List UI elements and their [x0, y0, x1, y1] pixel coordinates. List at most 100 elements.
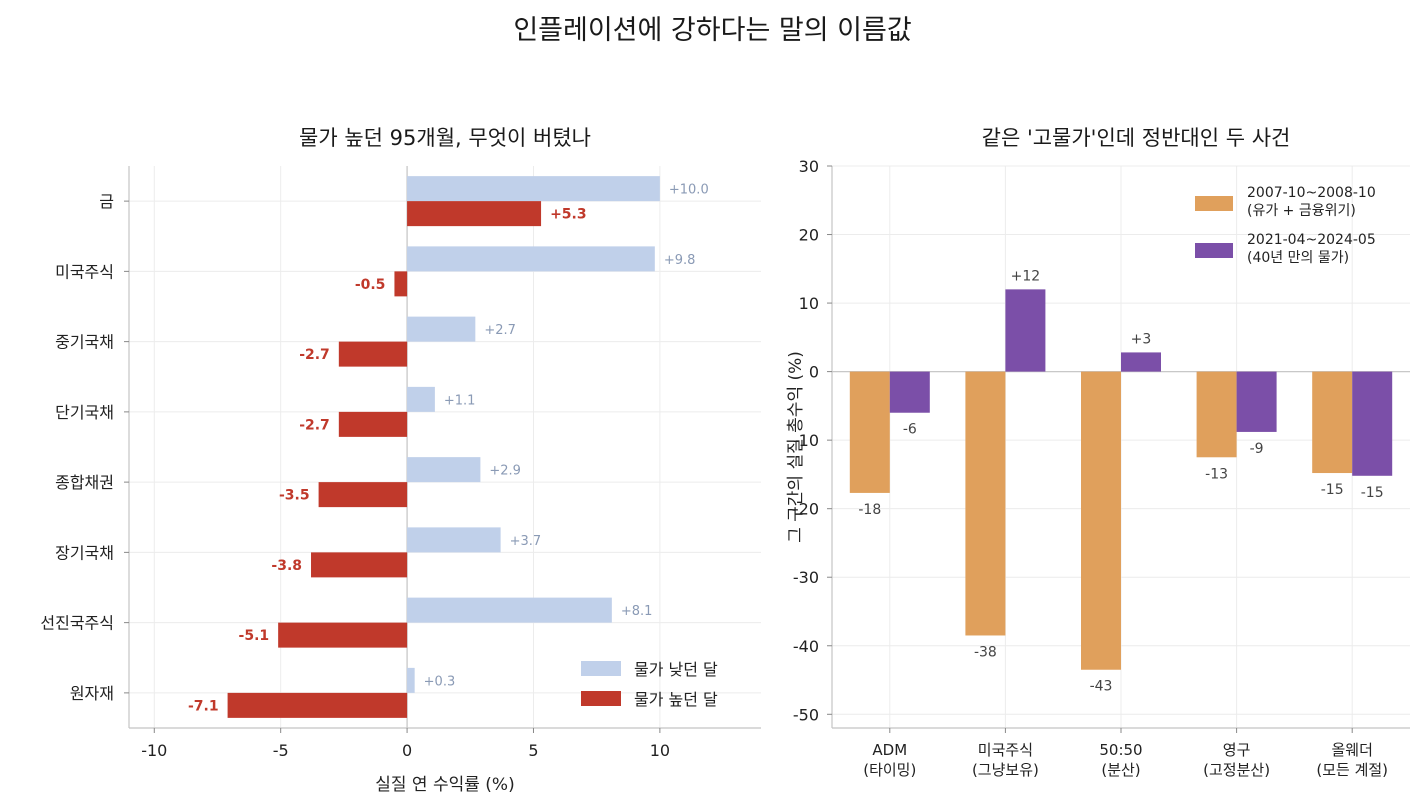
right-y-tick-label: 0 — [809, 363, 819, 382]
bar-period-2021 — [1352, 371, 1393, 476]
right-legend: 2007-10~2008-10 (유가 + 금융위기) 2021-04~2024-0… — [1195, 185, 1376, 266]
left-legend: 물가 낮던 달물가 높던 달 — [581, 660, 718, 709]
bar-label-low-inflation: +2.7 — [484, 323, 516, 338]
bar-label-period-2007: -43 — [1090, 679, 1113, 695]
bar-label-high-inflation: -2.7 — [299, 417, 330, 433]
legend-swatch-low-inflation — [581, 661, 621, 676]
right-x-tick-sublabel: (고정분산) — [1203, 761, 1270, 779]
bar-label-period-2007: -13 — [1205, 466, 1228, 482]
bar-label-period-2021: +3 — [1131, 331, 1152, 347]
bar-period-2021 — [889, 371, 930, 413]
legend-label-period-2021: 2021-04~2024-05 — [1247, 232, 1376, 248]
bar-period-2007 — [1196, 371, 1237, 458]
right-y-tick-label: -20 — [793, 500, 819, 519]
legend-swatch-period-2021 — [1195, 243, 1233, 258]
left-x-axis-label: 실질 연 수익률 (%) — [375, 775, 514, 795]
bar-label-period-2007: -15 — [1321, 482, 1344, 498]
right-chart: 같은 '고물가'인데 정반대인 두 사건 -18 -6 -38 +12 -43 +3 -13 -… — [786, 126, 1410, 779]
right-y-tick-label: -10 — [793, 431, 819, 450]
left-y-tick-label: 단기국채 — [55, 403, 114, 422]
bar-label-period-2007: -18 — [858, 502, 881, 518]
right-x-tick-sublabel: (타이밍) — [863, 761, 916, 779]
bar-period-2007 — [965, 371, 1006, 636]
bar-low-inflation — [407, 316, 476, 342]
right-y-tick-label: 10 — [799, 294, 819, 313]
bar-label-low-inflation: +8.1 — [621, 604, 653, 619]
right-x-tick-label: 50:50 — [1099, 741, 1142, 759]
bar-period-2007 — [1312, 371, 1353, 474]
bar-label-period-2021: -9 — [1250, 441, 1264, 457]
bar-label-period-2021: -6 — [903, 422, 917, 438]
left-y-tick-label: 중기국채 — [55, 333, 114, 352]
bar-label-high-inflation: -5.1 — [239, 628, 270, 644]
bar-low-inflation — [407, 246, 655, 272]
bar-label-high-inflation: +5.3 — [550, 207, 587, 223]
bar-label-low-inflation: +3.7 — [510, 534, 542, 549]
left-y-tick-label: 금 — [99, 192, 114, 211]
bar-high-inflation — [227, 692, 408, 718]
left-y-tick-label: 종합채권 — [55, 473, 114, 492]
bar-low-inflation — [407, 457, 481, 483]
legend-label-period-2007: 2007-10~2008-10 — [1247, 185, 1376, 201]
left-x-tick-label: 10 — [650, 741, 670, 760]
bar-low-inflation — [407, 597, 612, 623]
right-chart-title: 같은 '고물가'인데 정반대인 두 사건 — [982, 126, 1291, 150]
figure-title: 인플레이션에 강하다는 말의 이름값 — [513, 15, 912, 46]
bar-label-high-inflation: -2.7 — [299, 347, 330, 363]
bar-label-high-inflation: -7.1 — [188, 698, 219, 714]
bar-label-low-inflation: +1.1 — [444, 393, 476, 408]
bar-high-inflation — [318, 482, 408, 508]
bar-label-period-2021: +12 — [1011, 268, 1041, 284]
right-y-tick-label: 20 — [799, 226, 819, 245]
right-x-tick-sublabel: (그냥보유) — [972, 761, 1039, 779]
left-chart: 물가 높던 95개월, 무엇이 버텼나 +10.0 +5.3 +9.8 -0.5 +2.7… — [40, 126, 761, 795]
bar-period-2021 — [1121, 352, 1161, 372]
right-y-tick-label: -30 — [793, 568, 819, 587]
right-y-tick-label: -50 — [793, 705, 819, 724]
bar-label-low-inflation: +0.3 — [424, 674, 456, 689]
bar-period-2021 — [1005, 289, 1046, 372]
left-x-tick-label: 5 — [528, 741, 538, 760]
right-x-tick-label: 영구 — [1223, 741, 1251, 759]
bar-label-high-inflation: -3.5 — [279, 488, 310, 504]
legend-label-low-inflation: 물가 낮던 달 — [634, 660, 718, 679]
left-y-tick-label: 원자재 — [70, 684, 114, 703]
legend-swatch-high-inflation — [581, 691, 621, 706]
legend-label-high-inflation: 물가 높던 달 — [634, 690, 718, 709]
right-x-tick-label: ADM — [872, 741, 907, 759]
right-x-tick-sublabel: (모든 계절) — [1316, 761, 1388, 779]
bar-period-2007 — [849, 371, 890, 493]
left-y-tick-label: 미국주식 — [55, 262, 114, 281]
left-y-tick-label: 장기국채 — [55, 543, 114, 562]
bar-high-inflation — [338, 341, 408, 367]
bar-low-inflation — [407, 176, 660, 202]
right-y-tick-label: -40 — [793, 637, 819, 656]
bar-high-inflation — [338, 411, 408, 437]
bar-low-inflation — [407, 386, 435, 412]
left-y-tick-label: 선진국주식 — [40, 614, 114, 633]
left-chart-title: 물가 높던 95개월, 무엇이 버텼나 — [299, 126, 591, 150]
bar-period-2021 — [1236, 371, 1277, 432]
bar-low-inflation — [407, 667, 415, 693]
right-y-axis-label: 그 구간의 실질 총수익 (%) — [786, 351, 806, 543]
bar-label-low-inflation: +2.9 — [489, 464, 521, 479]
legend-swatch-period-2007 — [1195, 196, 1233, 211]
left-x-tick-label: -10 — [141, 741, 167, 760]
bar-high-inflation — [394, 271, 408, 297]
bar-high-inflation — [407, 201, 542, 227]
legend-sublabel-period-2021: (40년 만의 물가) — [1247, 250, 1349, 266]
right-y-tick-label: 30 — [799, 157, 819, 176]
legend-sublabel-period-2007: (유가 + 금융위기) — [1247, 203, 1356, 219]
left-x-tick-label: -5 — [273, 741, 289, 760]
bar-period-2007 — [1081, 371, 1121, 670]
bar-label-high-inflation: -0.5 — [355, 277, 386, 293]
bar-label-high-inflation: -3.8 — [271, 558, 302, 574]
bar-label-low-inflation: +10.0 — [669, 183, 709, 198]
bar-high-inflation — [311, 552, 408, 578]
bar-label-period-2007: -38 — [974, 644, 997, 660]
bar-label-period-2021: -15 — [1361, 485, 1384, 501]
bar-high-inflation — [278, 622, 408, 648]
left-x-tick-label: 0 — [402, 741, 412, 760]
bar-label-low-inflation: +9.8 — [664, 253, 696, 268]
